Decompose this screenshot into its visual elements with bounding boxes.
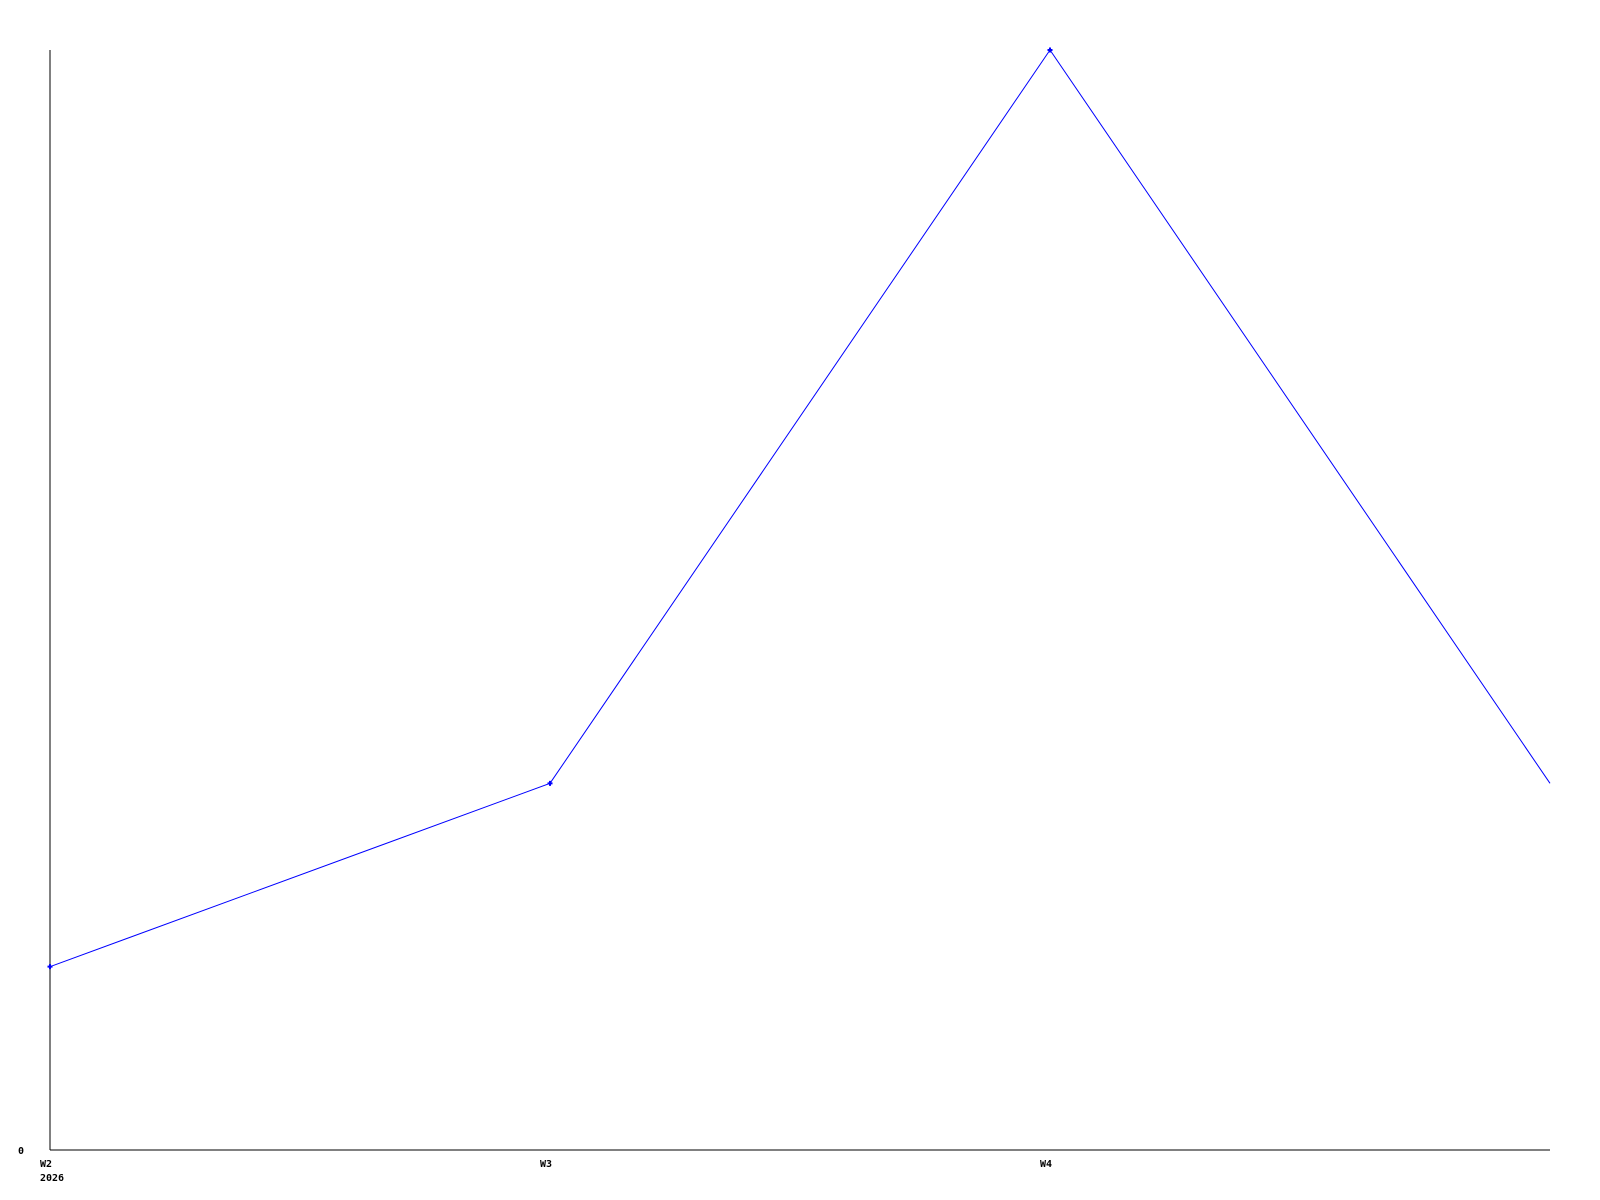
data-point-marker	[1047, 47, 1053, 53]
series-line	[49, 49, 1551, 968]
x-tick-label-w2: W2	[40, 1159, 52, 1170]
x-tick-label-w3: W3	[540, 1159, 552, 1170]
x-year-label: 2026	[40, 1173, 64, 1184]
data-point-marker	[547, 780, 553, 786]
data-point-marker	[47, 964, 53, 970]
x-tick-label-w4: W4	[1040, 1159, 1052, 1170]
y-tick-label-0: 0	[18, 1146, 24, 1157]
